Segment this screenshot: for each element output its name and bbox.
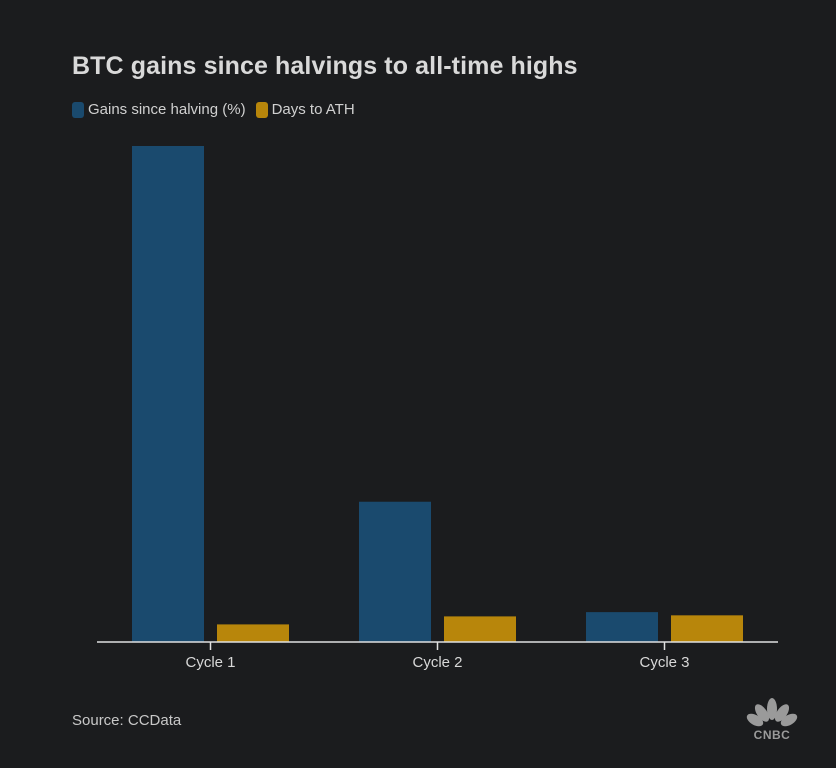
logo-text: CNBC (753, 728, 791, 742)
legend-item-days: Days to ATH (255, 101, 355, 118)
legend-item-gains: Gains since halving (%) (72, 101, 246, 118)
x-tick-label: Cycle 3 (639, 654, 689, 671)
bar-gains-cycle-2 (359, 501, 431, 642)
legend-label-days: Days to ATH (271, 101, 355, 118)
bar-days-cycle-2 (444, 616, 516, 642)
cnbc-logo: CNBC (741, 696, 803, 744)
peacock-icon (746, 698, 798, 727)
bar-gains-cycle-3 (586, 612, 658, 642)
bar-days-cycle-3 (671, 615, 743, 642)
x-tick-label: Cycle 1 (185, 654, 235, 671)
legend: Gains since halving (%) Days to ATH (72, 101, 365, 118)
legend-swatch-days (255, 101, 268, 118)
x-tick-label: Cycle 2 (412, 654, 462, 671)
legend-swatch-gains (72, 101, 84, 118)
bar-days-cycle-1 (217, 624, 289, 642)
source-note: Source: CCData (72, 712, 182, 729)
bar-gains-cycle-1 (132, 146, 204, 642)
chart-title: BTC gains since halvings to all-time hig… (72, 52, 578, 80)
legend-label-gains: Gains since halving (%) (88, 101, 246, 118)
